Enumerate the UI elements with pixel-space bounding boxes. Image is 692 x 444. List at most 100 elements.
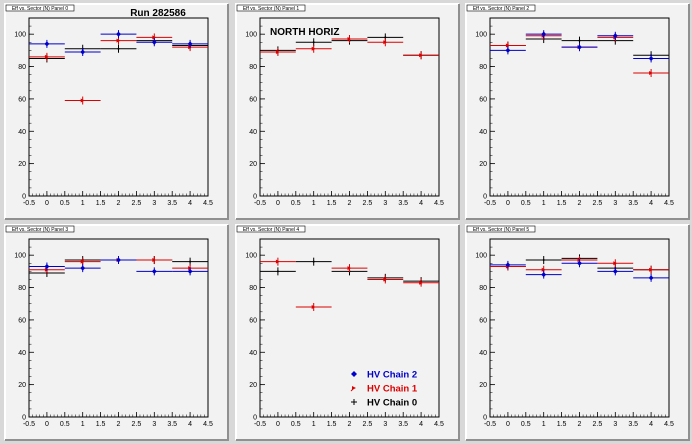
region-label: NORTH HORIZ <box>270 27 339 38</box>
x-tick-label: 4 <box>649 200 653 207</box>
y-tick-label: 80 <box>18 64 26 71</box>
x-tick-label: 0 <box>45 200 49 207</box>
data-point <box>187 41 193 47</box>
y-tick-label: 100 <box>475 32 487 39</box>
x-tick-label: 2.5 <box>593 200 603 207</box>
panel-title-frame <box>466 225 536 233</box>
x-tick-label: 0.5 <box>60 200 70 207</box>
x-tick-label: 3.5 <box>628 421 638 428</box>
run-label: Run 282586 <box>130 8 186 19</box>
data-point <box>578 39 581 42</box>
panel-title-frame <box>5 4 75 12</box>
chart-panel-1: Eff vs. Sector (N) Panel 1-0.5 0 0.5 1 1.5 2 2… <box>235 3 460 220</box>
data-point <box>541 272 547 278</box>
y-tick-label: 40 <box>479 129 487 136</box>
panel-background <box>466 225 689 440</box>
x-tick-label: 0 <box>276 200 280 207</box>
x-tick-label: 3.5 <box>628 200 638 207</box>
x-tick-label: 1.5 <box>96 200 106 207</box>
panel-title-frame <box>236 4 306 12</box>
y-tick-label: 0 <box>22 415 26 422</box>
x-tick-label: 4.5 <box>203 200 213 207</box>
data-point <box>44 41 50 47</box>
x-tick-label: 2 <box>578 421 582 428</box>
x-tick-label: 2 <box>117 200 121 207</box>
data-point <box>347 37 352 42</box>
y-tick-label: 100 <box>475 253 487 260</box>
chart-panel-4: Eff vs. Sector (N) Panel 4-0.5 0 0.5 1 1.5 2 2… <box>235 224 460 441</box>
data-point <box>80 265 86 271</box>
panel-title-box: Eff vs. Sector (N) Panel 5 <box>466 225 536 233</box>
x-tick-label: 3 <box>152 421 156 428</box>
y-tick-label: 0 <box>253 415 257 422</box>
series-hv-chain-2 <box>29 256 208 276</box>
series-hv-chain-1 <box>260 257 439 311</box>
panel-bevel-dark <box>236 225 460 441</box>
y-tick-label: 40 <box>479 350 487 357</box>
chart-panel-0: Eff vs. Sector (N) Panel 0-0.5 0 0.5 1 1.5 2 2… <box>4 3 229 220</box>
panel-bevel-dark <box>5 225 229 441</box>
data-point <box>541 267 546 272</box>
y-tick-label: 40 <box>18 129 26 136</box>
x-tick-label: 1.5 <box>96 421 106 428</box>
data-point <box>152 258 157 263</box>
panel-bevel-light <box>235 3 459 219</box>
data-point <box>311 46 316 51</box>
panel-title: Eff vs. Sector (N) Panel 3 <box>12 227 69 233</box>
y-tick-label: 80 <box>249 64 257 71</box>
x-tick-label: -0.5 <box>23 421 35 428</box>
panel-bevel-dark <box>5 4 229 220</box>
data-point <box>312 260 315 263</box>
x-tick-label: 3.5 <box>167 421 177 428</box>
x-tick-label: 4.5 <box>434 421 444 428</box>
panel-title-box: Eff vs. Sector (N) Panel 3 <box>5 225 75 233</box>
series-hv-chain-1 <box>260 35 439 60</box>
y-tick-label: 60 <box>18 317 26 324</box>
x-tick-label: 2.5 <box>132 200 142 207</box>
panel-title: Eff vs. Sector (N) Panel 2 <box>473 6 530 12</box>
y-tick-label: 80 <box>479 285 487 292</box>
x-tick-label: 0.5 <box>291 200 301 207</box>
legend-marker-tail <box>350 387 355 392</box>
data-point <box>648 275 654 281</box>
y-tick-label: 0 <box>483 415 487 422</box>
y-tick-label: 40 <box>249 129 257 136</box>
data-point <box>152 35 157 40</box>
x-tick-label: 4 <box>419 200 423 207</box>
x-tick-label: 4.5 <box>434 200 444 207</box>
panel-bevel-light <box>4 224 228 440</box>
y-tick-label: 20 <box>249 382 257 389</box>
panel-title-box: Eff vs. Sector (N) Panel 0 <box>5 4 75 12</box>
y-tick-label: 100 <box>245 32 257 39</box>
data-point <box>44 264 50 270</box>
chart-panel-2: Eff vs. Sector (N) Panel 2-0.5 0 0.5 1 1.5 2 2… <box>465 3 690 220</box>
data-point <box>116 31 121 37</box>
x-tick-label: 1 <box>312 421 316 428</box>
data-point <box>505 43 510 48</box>
data-point <box>151 39 157 45</box>
x-tick-label: 1 <box>81 421 85 428</box>
data-point <box>151 268 157 274</box>
panel-title: Eff vs. Sector (N) Panel 0 <box>12 6 69 12</box>
panel-title: Eff vs. Sector (N) Panel 1 <box>243 6 300 12</box>
data-point <box>44 54 49 59</box>
panel-title-box: Eff vs. Sector (N) Panel 4 <box>236 225 306 233</box>
data-point <box>542 259 545 262</box>
x-tick-label: 4.5 <box>664 200 674 207</box>
y-tick-label: 60 <box>479 317 487 324</box>
y-tick-label: 0 <box>22 194 26 201</box>
data-point <box>116 257 121 263</box>
y-tick-label: 20 <box>249 161 257 168</box>
x-tick-label: 2 <box>578 200 582 207</box>
y-tick-label: 20 <box>18 161 26 168</box>
panel-title-frame <box>5 225 75 233</box>
panel-bevel-light <box>465 3 689 219</box>
x-tick-label: -0.5 <box>484 200 496 207</box>
panel-bevel-dark <box>466 225 690 441</box>
x-tick-label: 4 <box>188 421 192 428</box>
x-tick-label: 3 <box>152 200 156 207</box>
y-tick-label: 80 <box>479 64 487 71</box>
series-hv-chain-2 <box>490 259 669 282</box>
y-tick-label: 20 <box>479 161 487 168</box>
data-point <box>187 268 193 274</box>
